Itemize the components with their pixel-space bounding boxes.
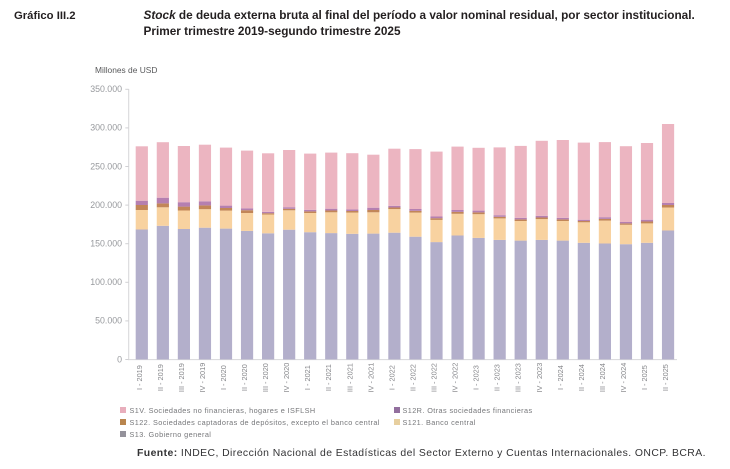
- svg-text:III - 2022: III - 2022: [430, 363, 439, 392]
- svg-text:IV - 2023: IV - 2023: [535, 363, 544, 393]
- svg-text:III - 2023: III - 2023: [514, 363, 523, 392]
- svg-text:III - 2021: III - 2021: [345, 363, 354, 392]
- svg-text:II - 2024: II - 2024: [577, 364, 586, 391]
- svg-text:I - 2019: I - 2019: [135, 365, 144, 390]
- svg-text:IV - 2021: IV - 2021: [366, 363, 375, 393]
- svg-text:I - 2024: I - 2024: [556, 365, 565, 390]
- svg-text:150.000: 150.000: [90, 239, 122, 249]
- svg-text:250.000: 250.000: [90, 161, 122, 171]
- svg-text:II - 2021: II - 2021: [324, 364, 333, 391]
- svg-text:II - 2022: II - 2022: [409, 364, 418, 391]
- svg-text:II - 2020: II - 2020: [240, 364, 249, 391]
- svg-text:II - 2025: II - 2025: [661, 364, 670, 391]
- svg-text:I - 2025: I - 2025: [640, 365, 649, 390]
- svg-text:200.000: 200.000: [90, 200, 122, 210]
- svg-text:III - 2020: III - 2020: [261, 363, 270, 392]
- svg-text:100.000: 100.000: [90, 277, 122, 287]
- svg-text:IV - 2020: IV - 2020: [282, 363, 291, 393]
- svg-text:IV - 2024: IV - 2024: [619, 363, 628, 393]
- svg-text:50.000: 50.000: [95, 316, 122, 326]
- svg-text:I - 2020: I - 2020: [219, 365, 228, 390]
- svg-text:I - 2023: I - 2023: [472, 365, 481, 390]
- svg-text:I - 2021: I - 2021: [303, 365, 312, 390]
- svg-text:350.000: 350.000: [90, 84, 122, 94]
- svg-text:II - 2019: II - 2019: [156, 364, 165, 391]
- svg-text:IV - 2022: IV - 2022: [451, 363, 460, 393]
- svg-text:300.000: 300.000: [90, 123, 122, 133]
- svg-text:III - 2019: III - 2019: [177, 363, 186, 392]
- svg-text:II - 2023: II - 2023: [493, 364, 502, 391]
- svg-text:III - 2024: III - 2024: [598, 363, 607, 392]
- svg-text:0: 0: [117, 354, 122, 364]
- svg-text:I - 2022: I - 2022: [387, 365, 396, 390]
- svg-text:IV - 2019: IV - 2019: [198, 363, 207, 393]
